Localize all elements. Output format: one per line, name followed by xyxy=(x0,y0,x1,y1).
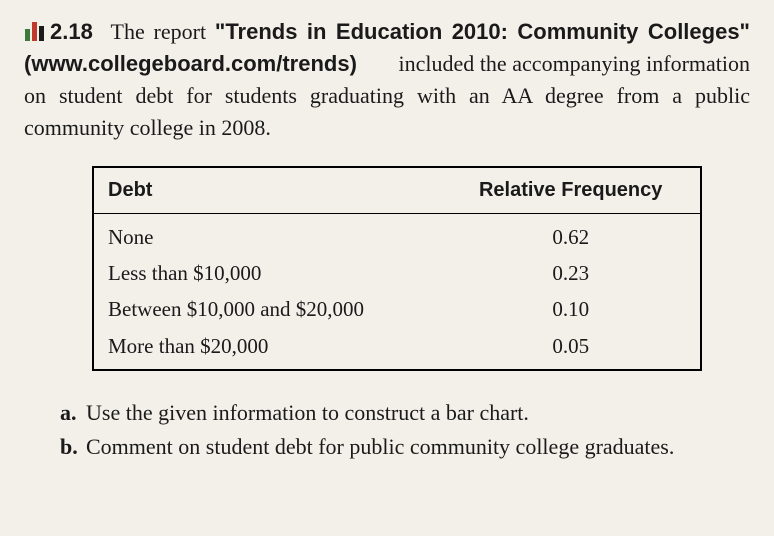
subpart-label: a. xyxy=(60,397,86,429)
cell-freq: 0.23 xyxy=(441,255,701,291)
bar-chart-icon xyxy=(24,21,46,41)
table-row: Between $10,000 and $20,000 0.10 xyxy=(93,291,701,327)
cell-freq: 0.05 xyxy=(441,328,701,370)
subpart-a: a. Use the given information to construc… xyxy=(60,397,750,429)
subpart-text: Comment on student debt for public commu… xyxy=(86,431,750,463)
cell-debt: Less than $10,000 xyxy=(93,255,441,291)
cell-freq: 0.10 xyxy=(441,291,701,327)
subpart-text: Use the given information to construct a… xyxy=(86,397,750,429)
table-row: More than $20,000 0.05 xyxy=(93,328,701,370)
subpart-b: b. Comment on student debt for public co… xyxy=(60,431,750,463)
table-row: Less than $10,000 0.23 xyxy=(93,255,701,291)
cell-debt: None xyxy=(93,213,441,255)
problem-lead: The report xyxy=(111,19,215,44)
subpart-label: b. xyxy=(60,431,86,463)
col-header-debt: Debt xyxy=(93,167,441,214)
debt-table: Debt Relative Frequency None 0.62 Less t… xyxy=(92,166,702,372)
problem-number: 2.18 xyxy=(50,19,93,44)
problem-statement: 2.18 The report "Trends in Education 201… xyxy=(24,16,750,144)
cell-debt: Between $10,000 and $20,000 xyxy=(93,291,441,327)
col-header-freq: Relative Frequency xyxy=(441,167,701,214)
subparts: a. Use the given information to construc… xyxy=(24,397,750,463)
table-row: None 0.62 xyxy=(93,213,701,255)
cell-freq: 0.62 xyxy=(441,213,701,255)
cell-debt: More than $20,000 xyxy=(93,328,441,370)
